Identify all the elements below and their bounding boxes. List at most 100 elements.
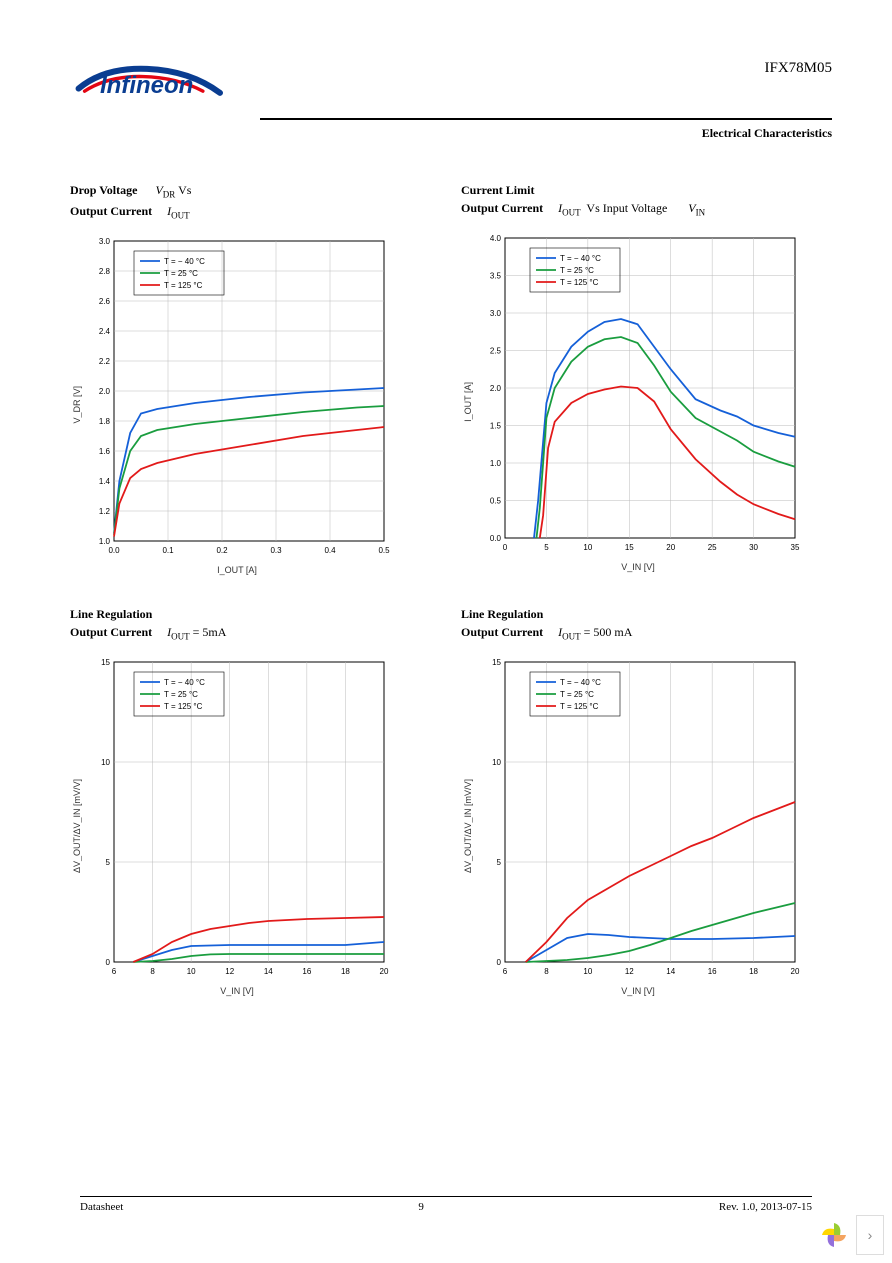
svg-text:8: 8 bbox=[544, 967, 549, 976]
x-axis-label: V_IN [V] bbox=[475, 560, 801, 572]
page-footer: Datasheet 9 Rev. 1.0, 2013-07-15 bbox=[80, 1196, 812, 1213]
x-axis-label: V_IN [V] bbox=[84, 984, 390, 996]
svg-text:0.0: 0.0 bbox=[108, 546, 120, 555]
svg-text:1.5: 1.5 bbox=[490, 421, 502, 430]
svg-text:3.5: 3.5 bbox=[490, 271, 502, 280]
svg-text:1.2: 1.2 bbox=[99, 507, 111, 516]
y-axis-label: V_DR [V] bbox=[70, 386, 84, 424]
svg-text:0.0: 0.0 bbox=[490, 534, 502, 543]
chart-line_reg_5ma: Line Regulation Output Current IOUT = 5m… bbox=[70, 605, 431, 996]
svg-text:15: 15 bbox=[625, 543, 634, 552]
x-axis-label: V_IN [V] bbox=[475, 984, 801, 996]
svg-text:12: 12 bbox=[225, 967, 234, 976]
chart-drop_voltage: Drop Voltage VDR Vs Output Current IOUT V… bbox=[70, 181, 431, 575]
svg-text:20: 20 bbox=[666, 543, 675, 552]
svg-text:10: 10 bbox=[583, 967, 592, 976]
svg-text:T = − 40 °C: T = − 40 °C bbox=[560, 254, 601, 263]
svg-text:0: 0 bbox=[106, 958, 111, 967]
svg-text:1.0: 1.0 bbox=[490, 459, 502, 468]
svg-text:18: 18 bbox=[341, 967, 350, 976]
svg-text:30: 30 bbox=[749, 543, 758, 552]
svg-text:15: 15 bbox=[492, 658, 501, 667]
y-axis-label: I_OUT [A] bbox=[461, 382, 475, 422]
header-rule bbox=[260, 118, 832, 120]
svg-text:6: 6 bbox=[503, 967, 508, 976]
svg-text:2.0: 2.0 bbox=[99, 387, 111, 396]
svg-text:25: 25 bbox=[708, 543, 717, 552]
svg-text:14: 14 bbox=[666, 967, 675, 976]
page-header: Infineon IFX78M05 bbox=[60, 50, 832, 110]
svg-text:0.1: 0.1 bbox=[162, 546, 174, 555]
charts-grid: Drop Voltage VDR Vs Output Current IOUT V… bbox=[60, 181, 832, 996]
svg-text:T = 25 °C: T = 25 °C bbox=[164, 690, 198, 699]
svg-text:5: 5 bbox=[497, 858, 502, 867]
svg-text:1.8: 1.8 bbox=[99, 417, 111, 426]
svg-text:3.0: 3.0 bbox=[99, 237, 111, 246]
svg-text:2.5: 2.5 bbox=[490, 346, 502, 355]
svg-text:6: 6 bbox=[112, 967, 117, 976]
svg-text:T = 125 °C: T = 125 °C bbox=[164, 281, 203, 290]
svg-text:T = 125 °C: T = 125 °C bbox=[560, 702, 599, 711]
svg-text:16: 16 bbox=[302, 967, 311, 976]
svg-text:1.0: 1.0 bbox=[99, 537, 111, 546]
svg-text:T = 25 °C: T = 25 °C bbox=[560, 690, 594, 699]
part-number: IFX78M05 bbox=[764, 50, 832, 77]
chart-svg: 051015202530350.00.51.01.52.02.53.03.54.… bbox=[475, 232, 801, 560]
footer-page-num: 9 bbox=[418, 1201, 424, 1213]
next-page-chevron[interactable]: › bbox=[856, 1215, 884, 1255]
y-axis-label: ΔV_OUT/ΔV_IN [mV/V] bbox=[461, 779, 475, 873]
svg-text:5: 5 bbox=[106, 858, 111, 867]
svg-text:0.4: 0.4 bbox=[324, 546, 336, 555]
pinwheel-icon bbox=[818, 1219, 850, 1251]
svg-text:2.8: 2.8 bbox=[99, 267, 111, 276]
svg-text:T = 25 °C: T = 25 °C bbox=[164, 269, 198, 278]
chart-title: Current Limit Output Current IOUT Vs Inp… bbox=[461, 181, 822, 220]
svg-text:Infineon: Infineon bbox=[100, 72, 193, 99]
svg-text:2.6: 2.6 bbox=[99, 297, 111, 306]
chart-title: Line Regulation Output Current IOUT = 50… bbox=[461, 605, 822, 644]
svg-text:35: 35 bbox=[791, 543, 800, 552]
y-axis-label: ΔV_OUT/ΔV_IN [mV/V] bbox=[70, 779, 84, 873]
chart-line_reg_500ma: Line Regulation Output Current IOUT = 50… bbox=[461, 605, 822, 996]
svg-text:18: 18 bbox=[749, 967, 758, 976]
svg-text:T = − 40 °C: T = − 40 °C bbox=[560, 678, 601, 687]
section-title: Electrical Characteristics bbox=[60, 126, 832, 141]
svg-text:16: 16 bbox=[708, 967, 717, 976]
svg-text:T = − 40 °C: T = − 40 °C bbox=[164, 257, 205, 266]
svg-text:T = 25 °C: T = 25 °C bbox=[560, 266, 594, 275]
brand-logo: Infineon bbox=[60, 50, 260, 110]
svg-text:10: 10 bbox=[492, 758, 501, 767]
svg-text:10: 10 bbox=[101, 758, 110, 767]
chart-current_limit: Current Limit Output Current IOUT Vs Inp… bbox=[461, 181, 822, 575]
svg-text:15: 15 bbox=[101, 658, 110, 667]
svg-text:T = 125 °C: T = 125 °C bbox=[164, 702, 203, 711]
chart-title: Drop Voltage VDR Vs Output Current IOUT bbox=[70, 181, 431, 223]
x-axis-label: I_OUT [A] bbox=[84, 563, 390, 575]
svg-text:12: 12 bbox=[625, 967, 634, 976]
svg-text:10: 10 bbox=[187, 967, 196, 976]
svg-text:T = 125 °C: T = 125 °C bbox=[560, 278, 599, 287]
svg-text:0: 0 bbox=[497, 958, 502, 967]
svg-text:1.4: 1.4 bbox=[99, 477, 111, 486]
svg-text:2.4: 2.4 bbox=[99, 327, 111, 336]
svg-text:4.0: 4.0 bbox=[490, 234, 502, 243]
svg-text:5: 5 bbox=[544, 543, 549, 552]
svg-text:20: 20 bbox=[380, 967, 389, 976]
svg-text:14: 14 bbox=[264, 967, 273, 976]
svg-text:3.0: 3.0 bbox=[490, 309, 502, 318]
svg-text:0.5: 0.5 bbox=[378, 546, 390, 555]
svg-text:0: 0 bbox=[503, 543, 508, 552]
footer-right: Rev. 1.0, 2013-07-15 bbox=[719, 1201, 812, 1213]
svg-text:10: 10 bbox=[583, 543, 592, 552]
svg-text:1.6: 1.6 bbox=[99, 447, 111, 456]
footer-left: Datasheet bbox=[80, 1201, 123, 1213]
chart-title: Line Regulation Output Current IOUT = 5m… bbox=[70, 605, 431, 644]
svg-text:2.2: 2.2 bbox=[99, 357, 111, 366]
chart-svg: 68101214161820051015T = − 40 °CT = 25 °C… bbox=[84, 656, 390, 984]
svg-text:0.2: 0.2 bbox=[216, 546, 228, 555]
svg-text:0.3: 0.3 bbox=[270, 546, 282, 555]
chart-svg: 6 8 10 12 14 16 18 20 0 5 10 15 T = − 40 °C T = 25 °C… bbox=[475, 656, 801, 984]
svg-text:20: 20 bbox=[791, 967, 800, 976]
svg-text:2.0: 2.0 bbox=[490, 384, 502, 393]
viewer-corner: › bbox=[818, 1215, 884, 1255]
